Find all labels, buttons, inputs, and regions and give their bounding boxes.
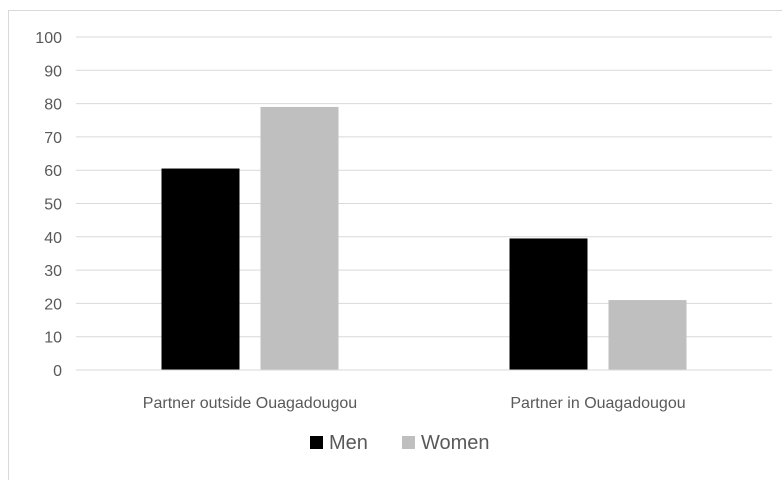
y-tick-label: 0 xyxy=(53,363,62,380)
chart-frame xyxy=(8,10,782,480)
legend-label-women: Women xyxy=(421,432,490,454)
bar-men-1 xyxy=(161,168,240,370)
bar-women-2 xyxy=(608,300,687,370)
legend: Men Women xyxy=(310,432,490,454)
bars xyxy=(161,106,687,371)
y-tick-label: 10 xyxy=(44,330,62,347)
category-label: Partner outside Ouagadougou xyxy=(143,395,357,412)
y-tick-label: 90 xyxy=(44,63,62,80)
category-labels: Partner outside Ouagadougou Partner in Ou… xyxy=(143,395,686,412)
y-tick-label: 50 xyxy=(44,197,62,214)
bar-men-2 xyxy=(509,238,588,370)
bar-women-1 xyxy=(260,106,339,371)
y-tick-label: 70 xyxy=(44,130,62,147)
category-label: Partner in Ouagadougou xyxy=(510,395,685,412)
y-tick-label: 20 xyxy=(44,296,62,313)
legend-label-men: Men xyxy=(329,432,368,454)
y-tick-label: 80 xyxy=(44,97,62,114)
legend-swatch-men xyxy=(310,436,323,449)
y-tick-label: 30 xyxy=(44,263,62,280)
gridlines xyxy=(76,36,772,338)
y-tick-label: 40 xyxy=(44,230,62,247)
y-tick-label: 100 xyxy=(35,30,62,47)
y-tick-label: 60 xyxy=(44,163,62,180)
y-axis-ticks: 0 10 20 30 40 50 60 70 80 90 100 xyxy=(35,30,62,380)
legend-swatch-women xyxy=(402,436,415,449)
